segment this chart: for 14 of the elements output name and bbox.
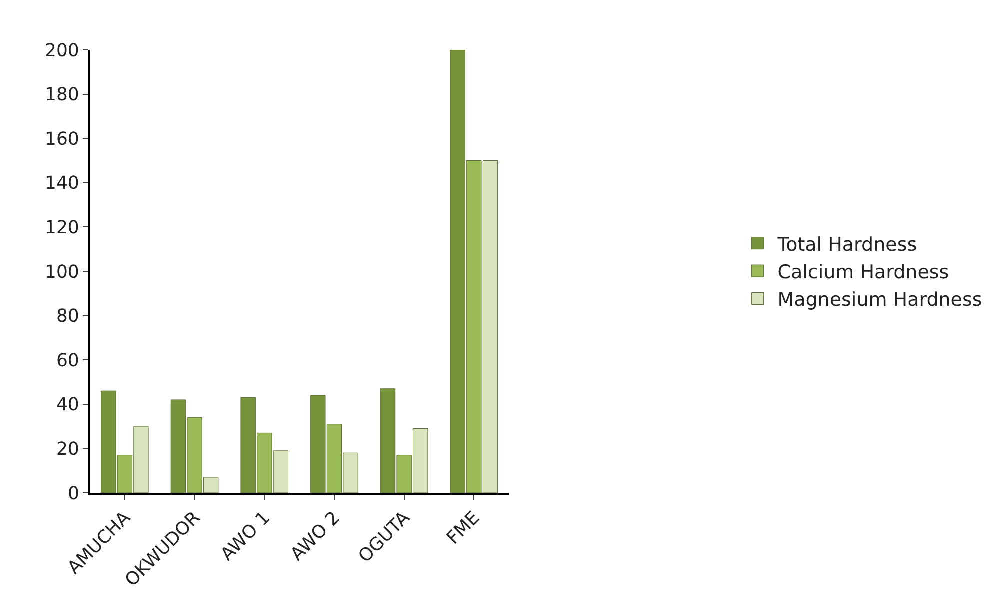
legend-label: Total Hardness <box>776 234 918 256</box>
y-tick-label: 140 <box>45 173 80 194</box>
y-tick-label: 60 <box>56 350 80 372</box>
y-tick-label: 80 <box>56 306 80 328</box>
legend-label: Magnesium Hardness <box>778 289 982 312</box>
y-tick-label: 40 <box>56 394 80 416</box>
y-tick-label: 180 <box>45 84 80 106</box>
y-tick-label: 20 <box>56 439 80 460</box>
y-tick-label: 160 <box>45 128 80 150</box>
y-tick-label: 120 <box>45 218 80 238</box>
y-tick-label: 200 <box>45 40 80 62</box>
legend-label: Calcium Hardness <box>778 261 950 284</box>
y-tick-label: 0 <box>68 483 80 504</box>
y-tick-label: 100 <box>45 262 80 283</box>
